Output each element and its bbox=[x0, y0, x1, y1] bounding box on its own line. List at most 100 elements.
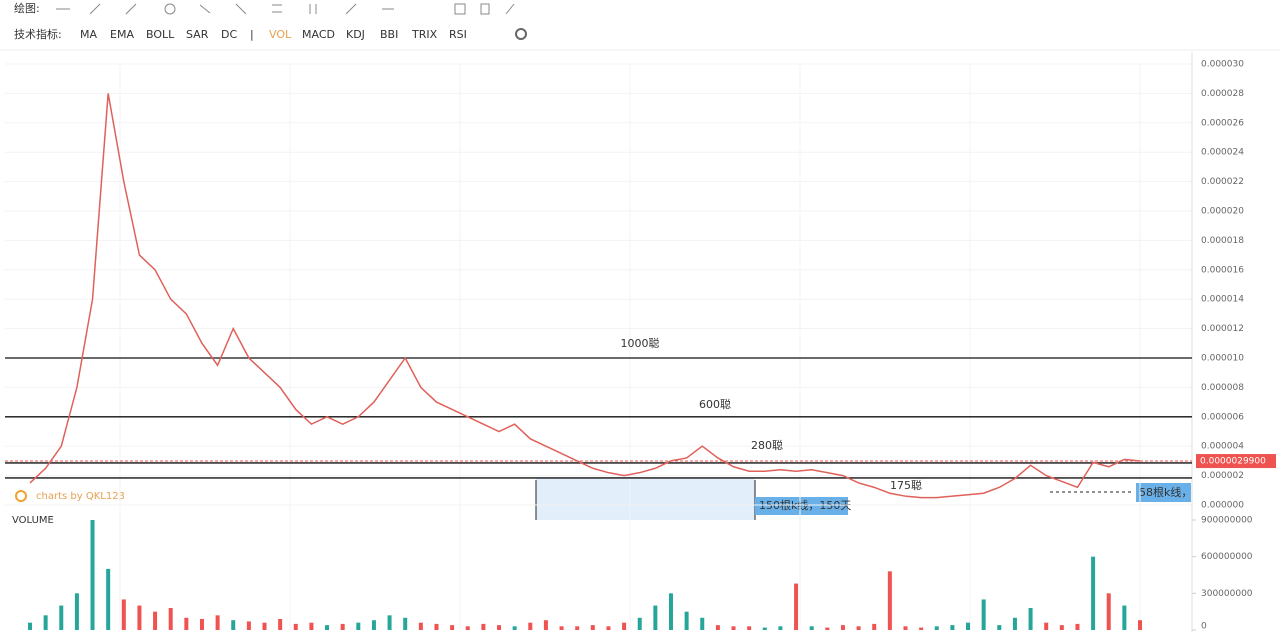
volume-bar bbox=[950, 625, 955, 630]
volume-title: VOLUME bbox=[12, 515, 54, 526]
volume-bar bbox=[153, 611, 158, 630]
y-tick-label: 0.000016 bbox=[1201, 265, 1244, 275]
level-label: 1000聪 bbox=[621, 336, 660, 350]
y-tick-label: 0.000018 bbox=[1201, 236, 1244, 246]
indicator[interactable]: MA bbox=[80, 28, 97, 41]
draw-label: 绘图: bbox=[14, 1, 40, 15]
volume-bar bbox=[528, 622, 533, 630]
indicator[interactable]: TRIX bbox=[411, 28, 438, 41]
y2-tick-label: 300000000 bbox=[1201, 589, 1253, 599]
volume-bar bbox=[387, 615, 392, 630]
volume-bar bbox=[715, 625, 720, 630]
volume-bar bbox=[825, 627, 830, 630]
volume-bar bbox=[231, 620, 236, 630]
volume-bar bbox=[59, 605, 64, 630]
y-tick-label: 0.000020 bbox=[1201, 207, 1244, 217]
annotation: 58根k线， bbox=[1139, 485, 1192, 499]
indicator[interactable]: KDJ bbox=[346, 28, 365, 41]
y-tick-label: 0.000022 bbox=[1201, 177, 1244, 187]
volume-bar bbox=[43, 615, 48, 630]
y-tick-label: 0.000012 bbox=[1201, 324, 1244, 334]
level-label: 600聪 bbox=[699, 397, 731, 411]
range-box bbox=[536, 478, 755, 520]
volume-bar bbox=[543, 620, 548, 630]
volume-bar bbox=[919, 627, 924, 630]
volume-bar bbox=[981, 599, 986, 630]
volume-bar bbox=[512, 626, 517, 630]
volume-bar bbox=[28, 622, 32, 630]
volume-bar bbox=[325, 625, 330, 630]
annotation-box bbox=[1136, 483, 1191, 502]
volume-bar bbox=[418, 622, 423, 630]
settings-icon[interactable] bbox=[515, 28, 527, 40]
indicator[interactable]: EMA bbox=[110, 28, 134, 41]
indicator[interactable]: VOL bbox=[269, 28, 292, 41]
volume-bar bbox=[121, 599, 126, 630]
y-tick-label: 0.000000 bbox=[1201, 501, 1244, 511]
volume-bar bbox=[1122, 605, 1127, 630]
volume-bar bbox=[606, 626, 611, 630]
y-tick-label: 0.000030 bbox=[1201, 60, 1244, 70]
volume-bar bbox=[246, 621, 251, 630]
logo bbox=[15, 490, 27, 502]
volume-bar bbox=[700, 617, 705, 630]
volume-bar bbox=[1091, 556, 1096, 630]
y2-tick-label: 0 bbox=[1201, 622, 1207, 632]
volume-bar bbox=[168, 608, 173, 630]
indicator-label: 技术指标: bbox=[14, 27, 62, 41]
volume-bar bbox=[653, 605, 658, 630]
y-tick-label: 0.000004 bbox=[1201, 442, 1244, 452]
volume-bar bbox=[1044, 622, 1049, 630]
volume-bar bbox=[199, 619, 204, 630]
y-tick-label: 0.000026 bbox=[1201, 118, 1244, 128]
indicator[interactable]: | bbox=[250, 28, 254, 41]
indicator[interactable]: BOLL bbox=[146, 28, 175, 41]
y-tick-label: 0.000024 bbox=[1201, 148, 1244, 158]
volume-bar bbox=[293, 623, 298, 630]
volume-bar bbox=[262, 622, 267, 630]
volume-bar bbox=[371, 620, 376, 630]
volume-bar bbox=[747, 626, 752, 630]
volume-bar bbox=[809, 626, 814, 630]
volume-bar bbox=[1106, 593, 1111, 630]
last-price-label: 0.0000029900 bbox=[1200, 457, 1266, 467]
indicator[interactable]: SAR bbox=[186, 28, 209, 41]
volume-bar bbox=[309, 622, 314, 630]
indicator[interactable]: MACD bbox=[302, 28, 335, 41]
volume-bar bbox=[684, 611, 689, 630]
y-tick-label: 0.000008 bbox=[1201, 383, 1244, 393]
volume-bar bbox=[434, 623, 439, 630]
y2-tick-label: 900000000 bbox=[1201, 516, 1253, 526]
level-label: 280聪 bbox=[751, 438, 783, 452]
indicator[interactable]: BBI bbox=[380, 28, 398, 41]
volume-bar bbox=[668, 593, 673, 630]
level-label: 175聪 bbox=[890, 478, 922, 492]
volume-bar bbox=[794, 583, 799, 630]
volume-bar bbox=[934, 626, 939, 630]
indicator[interactable]: RSI bbox=[449, 28, 467, 41]
volume-bar bbox=[559, 626, 564, 630]
volume-bar bbox=[137, 605, 142, 630]
y-tick-label: 0.000014 bbox=[1201, 295, 1244, 305]
volume-bar bbox=[74, 593, 79, 630]
volume-bar bbox=[1012, 617, 1017, 630]
volume-bar bbox=[340, 623, 345, 630]
volume-bar bbox=[575, 626, 580, 630]
volume-bar bbox=[106, 568, 111, 630]
draw-tools[interactable] bbox=[56, 3, 515, 15]
volume-bar bbox=[403, 617, 408, 630]
volume-bar bbox=[903, 626, 908, 630]
volume-bar bbox=[450, 625, 455, 630]
volume-bar bbox=[215, 615, 220, 630]
volume-bar bbox=[762, 627, 767, 630]
volume-bar bbox=[856, 626, 861, 630]
volume-bar bbox=[497, 625, 502, 630]
indicator[interactable]: DC bbox=[221, 28, 237, 41]
y-tick-label: 0.000006 bbox=[1201, 412, 1244, 422]
volume-bar bbox=[90, 520, 95, 630]
y2-tick-label: 600000000 bbox=[1201, 552, 1253, 562]
last-price-tag bbox=[1196, 454, 1276, 469]
volume-bar bbox=[778, 626, 783, 630]
